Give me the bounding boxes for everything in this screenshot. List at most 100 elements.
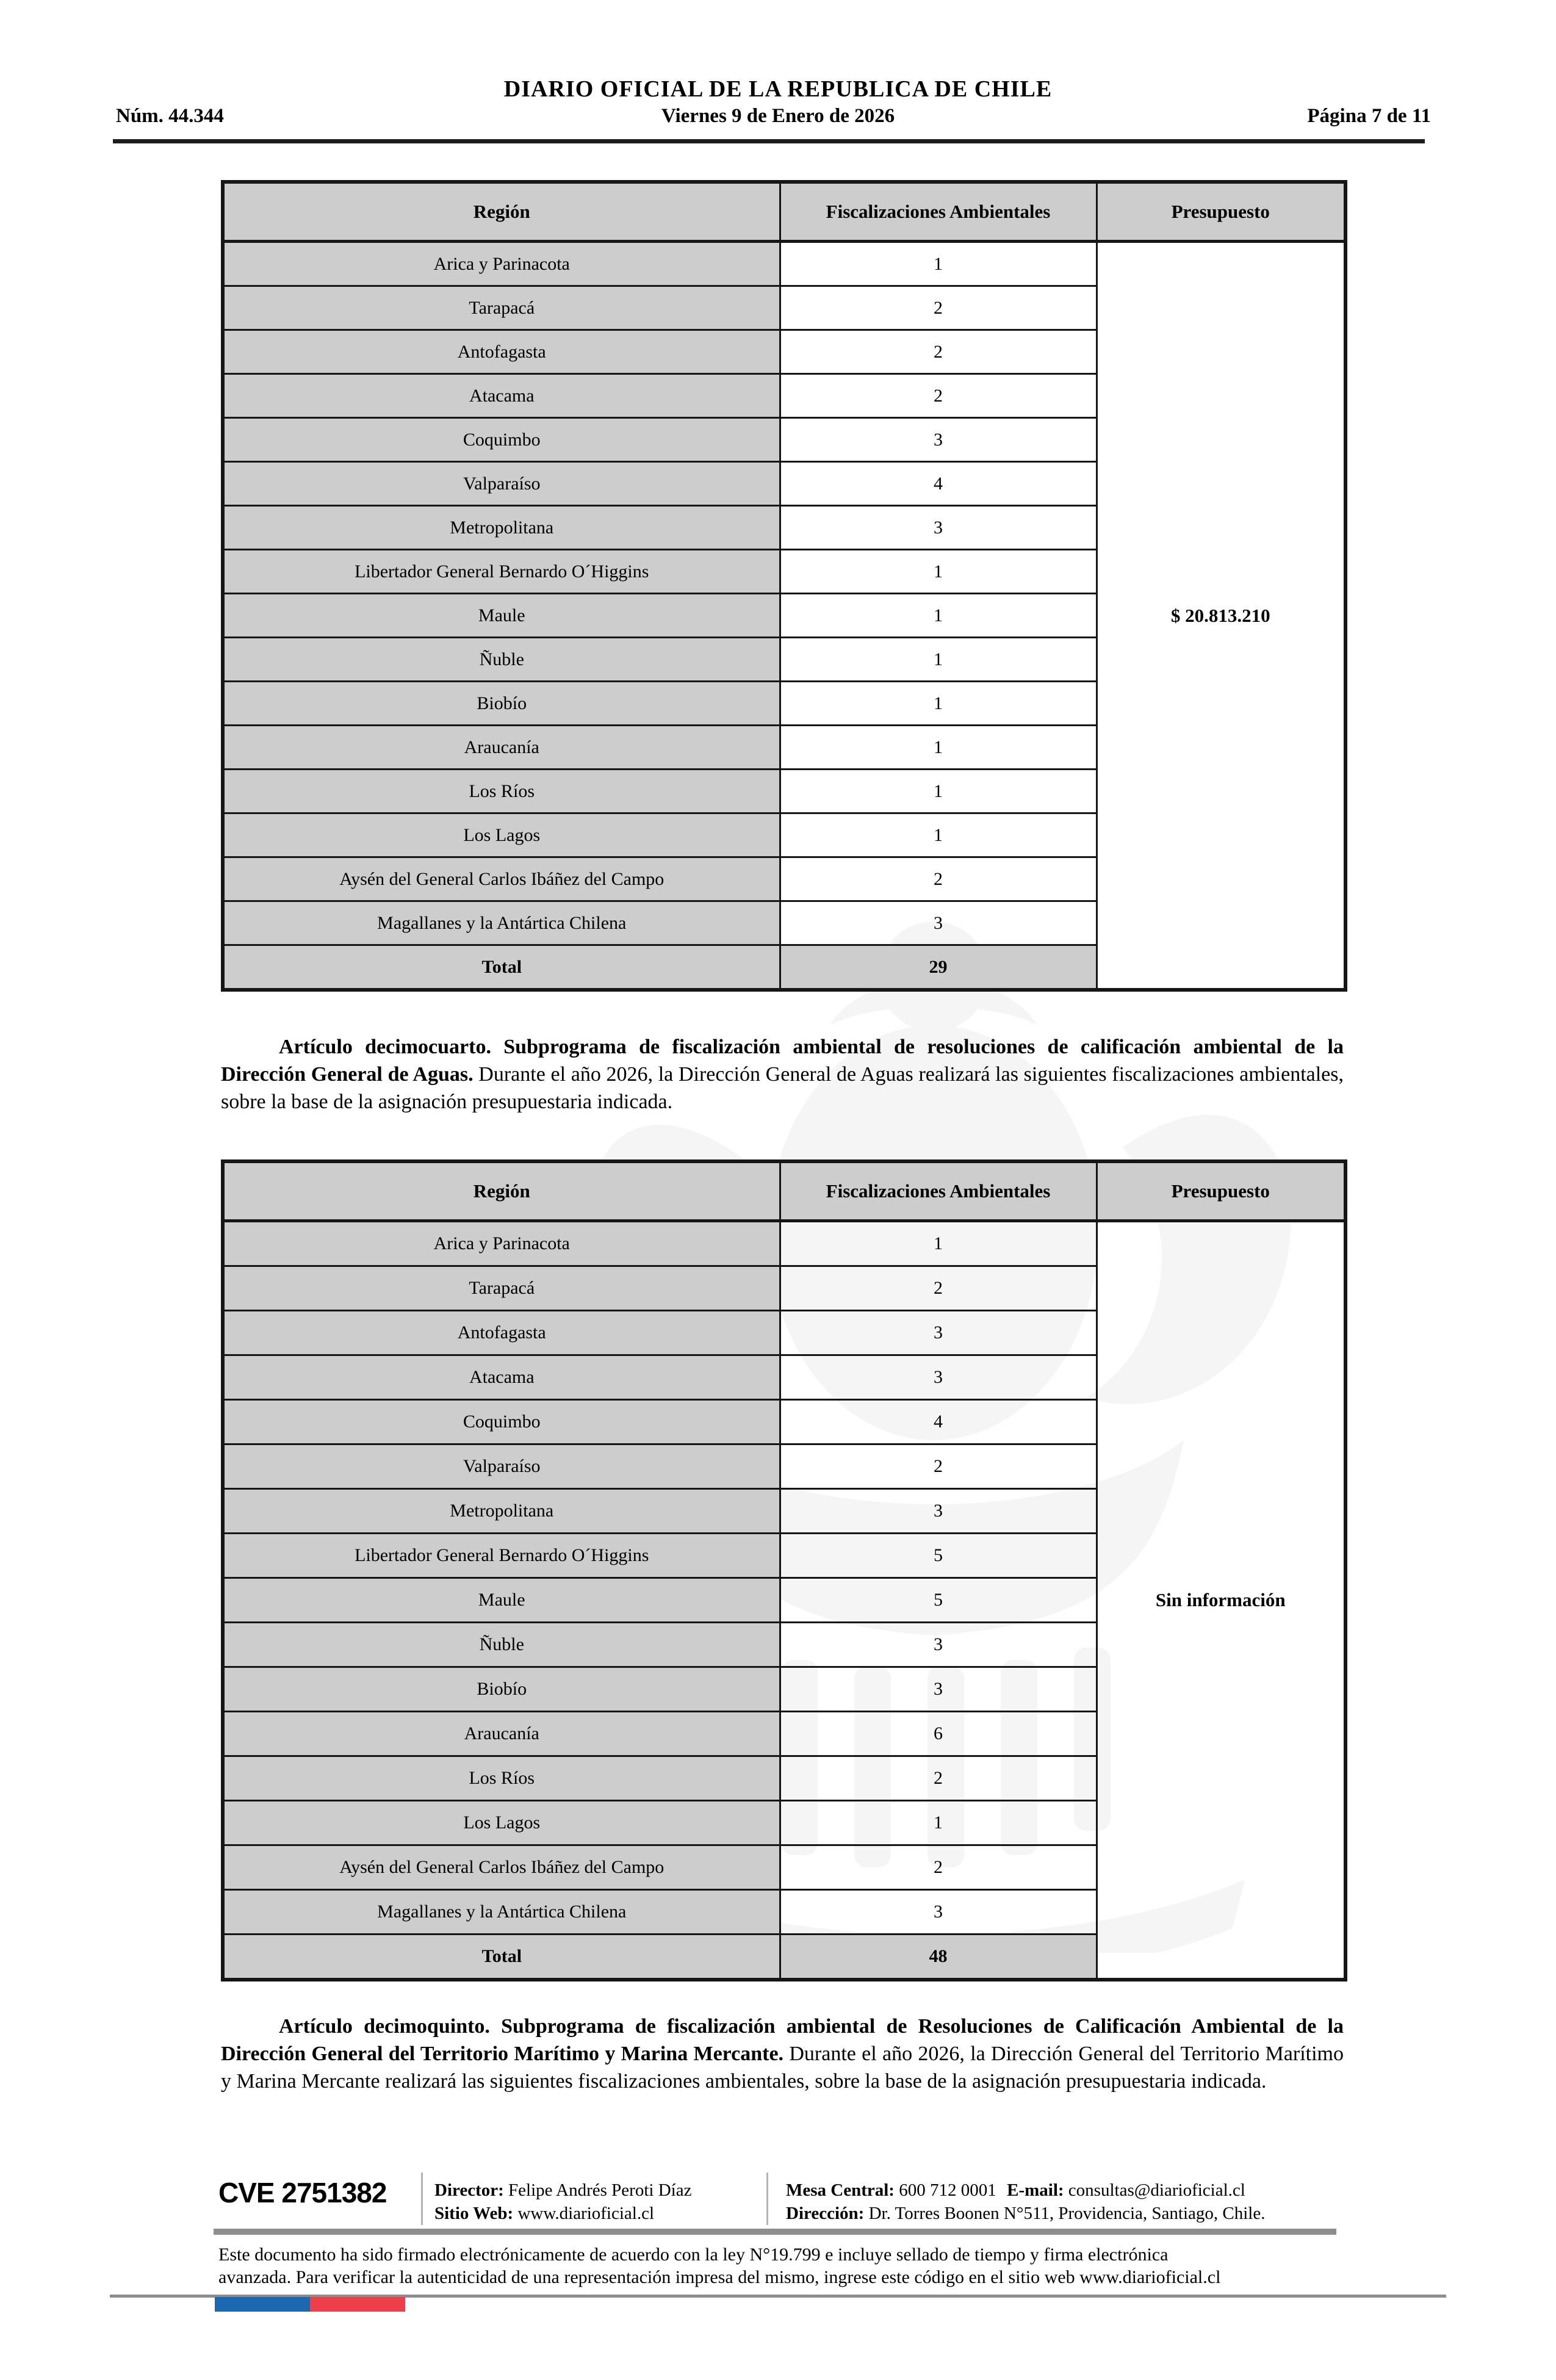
region-cell: Los Ríos: [222, 768, 781, 814]
table-row: Magallanes y la Antártica Chilena 3: [222, 900, 1345, 946]
region-cell: Arica y Parinacota: [222, 1220, 781, 1267]
issue-number: Núm. 44.344: [116, 105, 224, 127]
table-row: Antofagasta 2: [222, 329, 1345, 375]
table-row: Arica y Parinacota 1 Sin información: [222, 1220, 1347, 1981]
inspections-count-cell: 4: [779, 461, 1098, 507]
flag-red-stripe: [310, 2297, 405, 2312]
address-label: Dirección:: [786, 2204, 865, 2223]
table-row: Valparaíso 4: [222, 461, 1345, 507]
inspections-count-cell: 3: [779, 1310, 1098, 1356]
table-row: Aysén del General Carlos Ibáñez del Camp…: [222, 856, 1345, 902]
footer-divider: [421, 2173, 423, 2225]
inspections-count-cell: 1: [779, 1800, 1098, 1846]
table-header-row: Región Fiscalizaciones Ambientales Presupu…: [222, 1160, 1347, 1222]
inspections-count-cell: 2: [779, 856, 1098, 902]
region-cell: Biobío: [222, 1666, 781, 1712]
address-value: Dr. Torres Boonen N°511, Providencia, Sa…: [868, 2204, 1266, 2223]
region-cell: Valparaíso: [222, 1443, 781, 1490]
table-row: Metropolitana 3: [222, 1488, 1345, 1534]
inspections-count-cell: 2: [779, 285, 1098, 331]
website-url: www.diarioficial.cl: [517, 2204, 655, 2223]
table-row: Araucanía 1: [222, 724, 1345, 770]
column-header: Región: [222, 181, 781, 243]
inspections-count-cell: 3: [779, 1889, 1098, 1935]
region-cell: Maule: [222, 593, 781, 638]
email-label: E-mail:: [1007, 2180, 1064, 2200]
region-cell: Los Lagos: [222, 1800, 781, 1846]
region-cell: Ñuble: [222, 636, 781, 682]
inspections-count-cell: 3: [779, 505, 1098, 550]
region-cell: Los Ríos: [222, 1755, 781, 1801]
inspections-count-cell: 1: [779, 636, 1098, 682]
table-row: Los Lagos 1: [222, 1800, 1345, 1846]
region-cell: Aysén del General Carlos Ibáñez del Camp…: [222, 1844, 781, 1891]
table-row: Biobío 1: [222, 680, 1345, 726]
table-row: Tarapacá 2: [222, 285, 1345, 331]
table-row: Libertador General Bernardo O´Higgins 1: [222, 549, 1345, 594]
region-cell: Biobío: [222, 680, 781, 726]
region-cell: Libertador General Bernardo O´Higgins: [222, 1532, 781, 1579]
table-row: Tarapacá 2: [222, 1265, 1345, 1311]
inspections-count-cell: 2: [779, 373, 1098, 419]
inspections-table-2: Región Fiscalizaciones Ambientales Presupu…: [221, 1159, 1347, 1982]
page-indicator: Página 7 de 11: [1307, 105, 1431, 127]
header-rule: [113, 139, 1425, 143]
region-cell: Arica y Parinacota: [222, 240, 781, 287]
inspections-count-cell: 1: [779, 593, 1098, 638]
address-line: Dirección: Dr. Torres Boonen N°511, Provi…: [786, 2202, 1265, 2225]
phone-email-line: Mesa Central: 600 712 0001 E-mail: consulta…: [786, 2179, 1265, 2202]
inspections-count-cell: 1: [779, 1220, 1098, 1267]
legal-notice: Este documento ha sido firmado electróni…: [218, 2243, 1344, 2288]
table-row: Magallanes y la Antártica Chilena 3: [222, 1889, 1345, 1935]
total-row: Total 48: [222, 1933, 1345, 1981]
total-value-cell: 48: [779, 1933, 1098, 1981]
article-body: Durante el año 2026, la Dirección Genera…: [221, 1063, 1344, 1113]
region-cell: Metropolitana: [222, 505, 781, 550]
inspections-count-cell: 3: [779, 1621, 1098, 1668]
phone-number: 600 712 0001: [899, 2180, 996, 2200]
table-header-row: Región Fiscalizaciones Ambientales Presupu…: [222, 181, 1347, 243]
bottom-rule: [110, 2295, 1446, 2298]
director-name: Felipe Andrés Peroti Díaz: [508, 2180, 692, 2200]
inspections-count-cell: 2: [779, 1443, 1098, 1490]
table-row: Valparaíso 2: [222, 1443, 1345, 1490]
region-cell: Aysén del General Carlos Ibáñez del Camp…: [222, 856, 781, 902]
table-row: Arica y Parinacota 1 $ 20.813.210: [222, 240, 1347, 991]
article-decimocuarto: Artículo decimocuarto. Subprograma de fi…: [221, 1033, 1344, 1116]
region-cell: Los Lagos: [222, 812, 781, 858]
column-header: Región: [222, 1160, 781, 1222]
region-cell: Coquimbo: [222, 1399, 781, 1445]
flag-blue-stripe: [215, 2297, 310, 2312]
inspections-count-cell: 3: [779, 1354, 1098, 1401]
director-line: Director: Felipe Andrés Peroti Díaz: [434, 2179, 691, 2202]
table-row: Los Ríos 2: [222, 1755, 1345, 1801]
article-body: Durante el año 2026, la Dirección Genera…: [221, 2043, 1344, 2093]
article-decimoquinto: Artículo decimoquinto. Subprograma de fi…: [221, 2013, 1344, 2095]
footer-divider: [766, 2173, 768, 2225]
inspections-count-cell: 2: [779, 1755, 1098, 1801]
table-row: Antofagasta 3: [222, 1310, 1345, 1356]
table-row: Los Ríos 1: [222, 768, 1345, 814]
region-cell: Libertador General Bernardo O´Higgins: [222, 549, 781, 594]
table-row: Los Lagos 1: [222, 812, 1345, 858]
region-cell: Tarapacá: [222, 1265, 781, 1311]
table-row: Maule 5: [222, 1577, 1345, 1623]
inspections-count-cell: 3: [779, 1488, 1098, 1534]
table-row: Atacama 3: [222, 1354, 1345, 1401]
email-address: consultas@diarioficial.cl: [1068, 2180, 1245, 2200]
total-value-cell: 29: [779, 944, 1098, 991]
region-cell: Antofagasta: [222, 1310, 781, 1356]
table-row: Ñuble 3: [222, 1621, 1345, 1668]
column-header: Presupuesto: [1095, 181, 1347, 243]
phone-label: Mesa Central:: [786, 2180, 895, 2200]
table-row: Aysén del General Carlos Ibáñez del Camp…: [222, 1844, 1345, 1891]
table-row: Atacama 2: [222, 373, 1345, 419]
chile-flag-mark: [215, 2297, 405, 2312]
table-row: Coquimbo 4: [222, 1399, 1345, 1445]
website-label: Sitio Web:: [434, 2204, 514, 2223]
inspections-table-1: Región Fiscalizaciones Ambientales Presupu…: [221, 180, 1347, 992]
inspections-count-cell: 1: [779, 812, 1098, 858]
inspections-count-cell: 2: [779, 1265, 1098, 1311]
table-row: Araucanía 6: [222, 1711, 1345, 1757]
inspections-count-cell: 3: [779, 417, 1098, 463]
